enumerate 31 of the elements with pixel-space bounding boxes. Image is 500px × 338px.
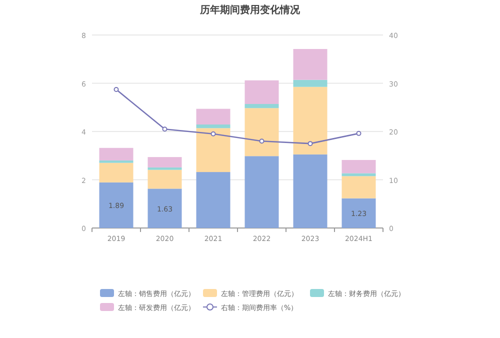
- bar: [99, 182, 134, 228]
- bar: [196, 108, 230, 125]
- point: [356, 130, 362, 136]
- bar: [342, 176, 376, 198]
- bar: [293, 154, 328, 228]
- bar: [293, 80, 328, 87]
- bar: [196, 124, 230, 128]
- bar: [244, 156, 279, 228]
- bar: [196, 172, 230, 228]
- bar: [342, 160, 376, 174]
- bar: [148, 170, 182, 189]
- bar: [99, 160, 134, 163]
- bar: [244, 108, 279, 156]
- point: [162, 126, 168, 132]
- chart-title: 历年期间费用变化情况: [199, 4, 301, 16]
- bar: [342, 173, 376, 176]
- point: [114, 87, 119, 92]
- point: [308, 141, 313, 146]
- bar: [99, 148, 134, 160]
- bar: [244, 80, 279, 104]
- bar: [244, 104, 279, 108]
- bar: [148, 157, 182, 168]
- point: [210, 131, 216, 136]
- bar: [148, 167, 182, 170]
- bar: [342, 198, 376, 228]
- bar: [293, 86, 328, 154]
- bar: [99, 162, 134, 182]
- bar: [196, 128, 230, 172]
- bar: [148, 188, 182, 228]
- point: [259, 138, 264, 144]
- bar: [293, 48, 328, 80]
